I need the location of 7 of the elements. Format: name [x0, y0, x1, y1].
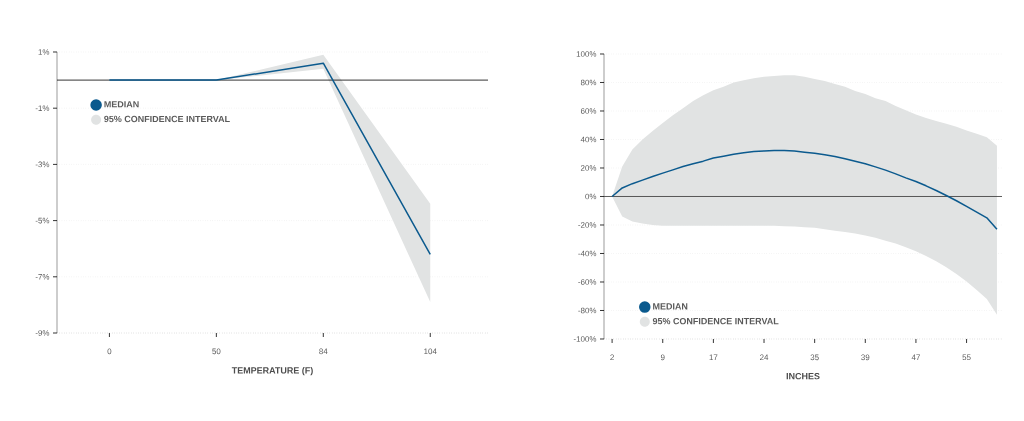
legend-label: 95% CONFIDENCE INTERVAL [652, 317, 779, 325]
x-axis-title: TEMPERATURE (F) [231, 367, 313, 376]
x-axis-title: INCHES [786, 373, 820, 380]
legend-label: MEDIAN [653, 303, 688, 310]
line-series [611, 149, 998, 231]
legend-label: MEDIAN [104, 101, 139, 108]
legend-label: 95% CONFIDENCE INTERVAL [104, 115, 230, 123]
